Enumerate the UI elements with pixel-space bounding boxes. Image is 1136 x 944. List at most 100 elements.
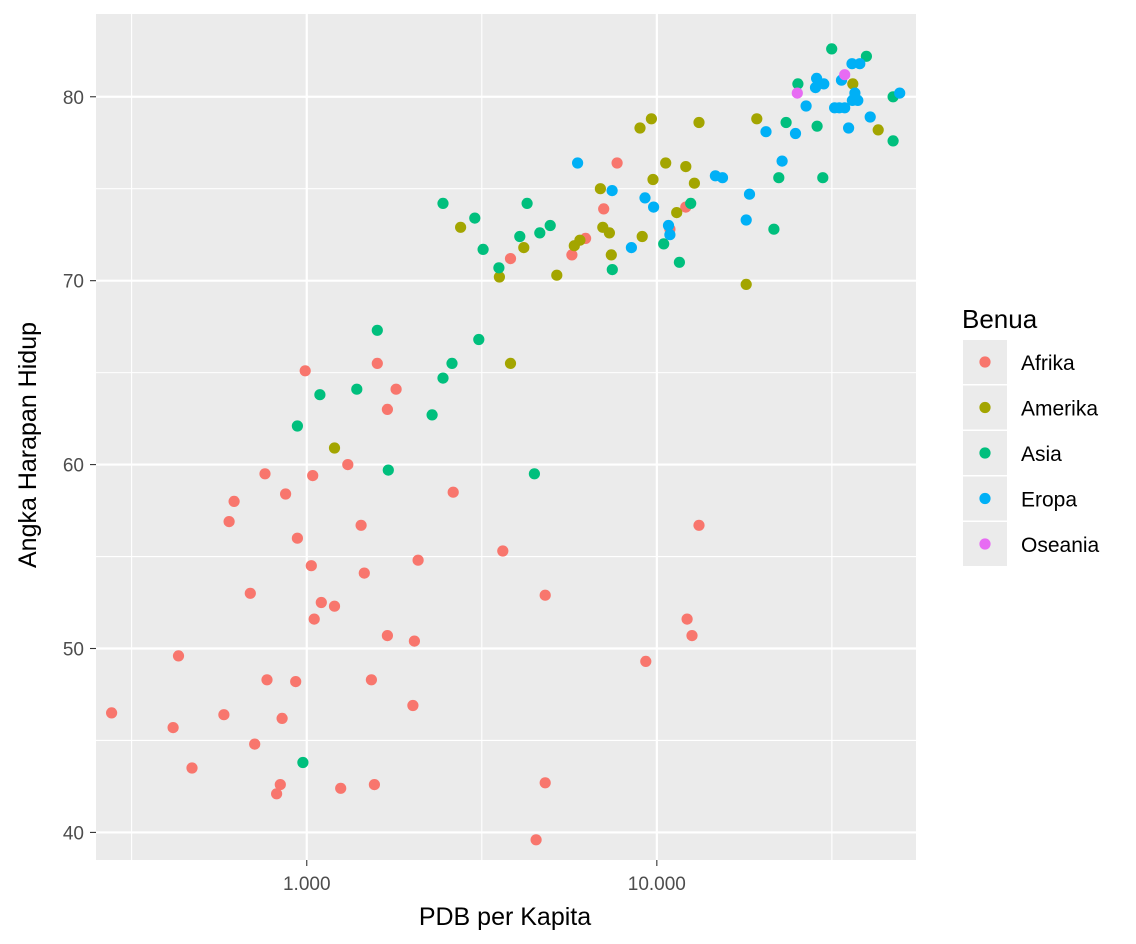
point-eropa bbox=[639, 192, 651, 204]
point-amerika bbox=[847, 78, 859, 90]
point-asia bbox=[469, 212, 481, 224]
point-asia bbox=[446, 357, 458, 369]
point-afrika bbox=[259, 468, 271, 480]
point-afrika bbox=[299, 365, 311, 377]
point-eropa bbox=[818, 78, 830, 90]
point-asia bbox=[887, 135, 899, 147]
legend: Afrika Amerika Asia Eropa Oseania bbox=[963, 340, 1100, 566]
point-afrika bbox=[539, 777, 551, 789]
point-amerika bbox=[603, 227, 616, 239]
point-afrika bbox=[249, 738, 261, 750]
point-amerika bbox=[493, 271, 505, 283]
point-asia bbox=[514, 230, 526, 243]
point-afrika bbox=[355, 519, 367, 531]
point-asia bbox=[437, 372, 449, 384]
legend-item-oseania: Oseania bbox=[963, 522, 1100, 566]
legend-title: Benua bbox=[962, 304, 1038, 334]
point-asia bbox=[673, 256, 686, 268]
point-afrika bbox=[681, 613, 693, 625]
point-asia bbox=[473, 333, 485, 346]
point-eropa bbox=[760, 126, 772, 138]
point-afrika bbox=[381, 403, 393, 415]
point-eropa bbox=[843, 122, 855, 134]
point-amerika bbox=[660, 157, 672, 169]
legend-label-amerika: Amerika bbox=[1021, 398, 1098, 421]
point-eropa bbox=[894, 87, 906, 99]
point-afrika bbox=[412, 554, 424, 566]
point-asia bbox=[826, 43, 838, 55]
point-afrika bbox=[335, 782, 347, 794]
point-afrika bbox=[539, 589, 551, 601]
point-asia bbox=[493, 262, 505, 274]
point-amerika bbox=[455, 221, 467, 233]
y-tick-label: 60 bbox=[63, 456, 84, 477]
point-amerika bbox=[328, 442, 341, 454]
point-afrika bbox=[290, 676, 302, 688]
point-asia bbox=[371, 324, 383, 336]
legend-item-afrika: Afrika bbox=[963, 340, 1075, 384]
point-eropa bbox=[743, 188, 756, 200]
point-afrika bbox=[244, 587, 256, 599]
point-afrika bbox=[223, 516, 235, 528]
point-afrika bbox=[686, 630, 698, 642]
x-tick-label: 1.000 bbox=[283, 874, 331, 895]
point-afrika bbox=[328, 600, 341, 612]
legend-label-oseania: Oseania bbox=[1021, 534, 1100, 557]
point-amerika bbox=[634, 122, 646, 134]
data-points bbox=[106, 43, 906, 846]
point-eropa bbox=[716, 172, 729, 184]
point-asia bbox=[780, 116, 792, 129]
point-afrika bbox=[291, 532, 303, 544]
point-afrika bbox=[167, 722, 179, 734]
legend-label-asia: Asia bbox=[1021, 443, 1062, 466]
point-oseania bbox=[791, 87, 803, 99]
point-afrika bbox=[271, 788, 283, 800]
point-asia bbox=[685, 197, 697, 209]
point-asia bbox=[773, 172, 785, 184]
point-asia bbox=[534, 227, 546, 239]
point-afrika bbox=[598, 203, 610, 215]
point-afrika bbox=[530, 834, 542, 846]
x-axis-title: PDB per Kapita bbox=[419, 903, 591, 931]
point-afrika bbox=[308, 613, 320, 625]
point-afrika bbox=[390, 383, 402, 395]
point-eropa bbox=[664, 229, 676, 241]
point-afrika bbox=[497, 545, 509, 557]
point-eropa bbox=[800, 100, 812, 112]
point-amerika bbox=[574, 234, 586, 246]
legend-swatch-afrika bbox=[979, 356, 991, 368]
point-afrika bbox=[305, 560, 317, 572]
point-afrika bbox=[566, 249, 578, 261]
point-amerika bbox=[740, 278, 752, 290]
point-afrika bbox=[280, 488, 292, 500]
point-asia bbox=[297, 756, 309, 769]
point-afrika bbox=[186, 762, 198, 774]
point-afrika bbox=[447, 486, 459, 498]
y-tick-label: 40 bbox=[63, 823, 84, 844]
point-afrika bbox=[106, 707, 118, 719]
point-amerika bbox=[636, 230, 648, 243]
point-afrika bbox=[342, 459, 354, 471]
y-tick-label: 80 bbox=[63, 88, 84, 109]
point-amerika bbox=[680, 161, 692, 173]
point-afrika bbox=[274, 779, 286, 791]
point-asia bbox=[477, 243, 489, 255]
point-asia bbox=[658, 238, 670, 250]
point-asia bbox=[606, 264, 618, 276]
point-asia bbox=[811, 120, 823, 132]
point-eropa bbox=[839, 102, 851, 114]
point-afrika bbox=[640, 655, 652, 668]
legend-item-eropa: Eropa bbox=[963, 476, 1077, 521]
point-eropa bbox=[572, 157, 584, 169]
legend-swatch-amerika bbox=[979, 401, 991, 414]
point-afrika bbox=[218, 709, 230, 721]
point-afrika bbox=[408, 635, 420, 647]
point-afrika bbox=[315, 596, 327, 609]
point-afrika bbox=[368, 779, 380, 791]
y-tick-label: 70 bbox=[63, 272, 84, 293]
point-amerika bbox=[645, 113, 658, 125]
point-amerika bbox=[647, 173, 659, 186]
legend-label-eropa: Eropa bbox=[1021, 489, 1077, 512]
point-afrika bbox=[358, 567, 370, 579]
